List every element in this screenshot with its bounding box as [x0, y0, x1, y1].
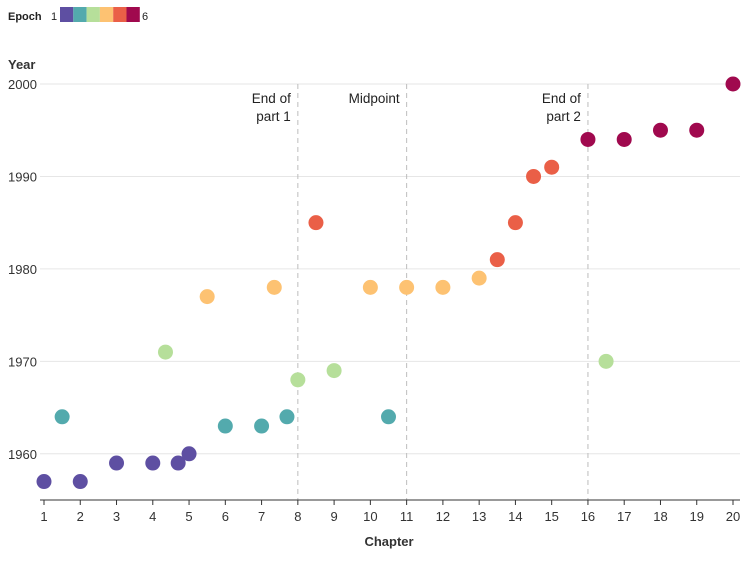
data-point — [199, 289, 215, 305]
annotation-label: part 2 — [546, 109, 581, 124]
y-tick-label: 1970 — [8, 354, 37, 369]
x-tick-label: 12 — [436, 509, 450, 524]
x-tick-label: 6 — [222, 509, 229, 524]
data-point — [266, 279, 282, 295]
x-tick-label: 15 — [544, 509, 558, 524]
data-point — [725, 76, 741, 92]
y-axis-title: Year — [8, 57, 35, 72]
data-point — [308, 215, 324, 231]
legend-swatch-3 — [86, 7, 100, 22]
data-point — [326, 363, 342, 379]
annotations: End of part 1 Midpoint End of part 2 — [252, 84, 589, 500]
x-tick-label: 5 — [185, 509, 192, 524]
y-axis: 1960 1970 1980 1990 2000 — [8, 77, 37, 462]
legend-swatch-1 — [60, 7, 74, 22]
annotation-label: part 1 — [256, 109, 291, 124]
x-tick-label: 11 — [400, 509, 414, 524]
x-tick-label: 16 — [581, 509, 595, 524]
x-axis-title: Chapter — [364, 534, 413, 549]
data-point — [471, 270, 487, 286]
x-tick-label: 10 — [363, 509, 377, 524]
y-tick-label: 1990 — [8, 169, 37, 184]
data-point — [598, 353, 614, 369]
legend-swatch-5 — [113, 7, 127, 22]
data-point — [157, 344, 173, 360]
legend-swatch-6 — [126, 7, 140, 22]
data-point — [652, 122, 668, 138]
x-tick-label: 7 — [258, 509, 265, 524]
data-point — [279, 409, 295, 425]
data-point — [616, 131, 632, 147]
x-tick-label: 13 — [472, 509, 486, 524]
y-tick-label: 1980 — [8, 262, 37, 277]
data-point — [435, 279, 451, 295]
x-tick-label: 2 — [77, 509, 84, 524]
x-tick-label: 20 — [726, 509, 740, 524]
data-point — [489, 252, 505, 268]
legend-swatches — [60, 7, 140, 22]
x-tick-label: 14 — [508, 509, 522, 524]
legend-title: Epoch — [8, 11, 42, 23]
annotation-label: End of — [252, 91, 291, 106]
data-point — [689, 122, 705, 138]
x-tick-label: 19 — [690, 509, 704, 524]
x-tick-label: 18 — [653, 509, 667, 524]
data-point — [72, 474, 88, 490]
annotation-label: Midpoint — [349, 91, 400, 106]
x-axis: 1 2 3 4 5 6 7 8 9 10 11 12 13 14 15 16 17 18 19 20 — [40, 499, 740, 524]
data-point — [145, 455, 161, 471]
x-tick-label: 3 — [113, 509, 120, 524]
gridlines — [40, 83, 740, 455]
legend-min-label: 1 — [51, 11, 57, 23]
data-point — [109, 455, 125, 471]
data-point — [170, 455, 186, 471]
data-point — [254, 418, 270, 434]
data-point — [544, 159, 560, 175]
x-tick-label: 1 — [40, 509, 47, 524]
data-point — [399, 279, 415, 295]
x-tick-label: 17 — [617, 509, 631, 524]
data-point — [217, 418, 233, 434]
data-point — [381, 409, 396, 425]
x-tick-label: 9 — [330, 509, 337, 524]
legend: Epoch 1 6 — [8, 7, 148, 23]
data-point — [290, 372, 306, 388]
x-tick-label: 8 — [294, 509, 301, 524]
x-tick-label: 4 — [149, 509, 156, 524]
legend-max-label: 6 — [142, 11, 148, 23]
data-point — [54, 409, 70, 425]
data-point — [507, 215, 523, 231]
legend-swatch-2 — [73, 7, 87, 22]
data-point — [580, 131, 596, 147]
data-point — [362, 279, 378, 295]
data-point — [36, 474, 52, 490]
annotation-label: End of — [542, 91, 581, 106]
data-points — [36, 76, 741, 490]
y-tick-label: 2000 — [8, 77, 37, 92]
data-point — [526, 168, 542, 184]
y-tick-label: 1960 — [8, 447, 37, 462]
data-point — [181, 446, 197, 462]
legend-swatch-4 — [99, 7, 114, 22]
